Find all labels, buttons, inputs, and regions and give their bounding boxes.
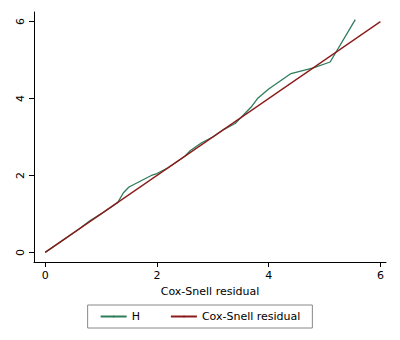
svg-text:Cox-Snell residual: Cox-Snell residual xyxy=(202,310,300,323)
svg-text:6: 6 xyxy=(14,18,27,25)
svg-text:Cox-Snell residual: Cox-Snell residual xyxy=(161,285,259,298)
svg-text:0: 0 xyxy=(42,269,49,282)
svg-text:H: H xyxy=(132,310,140,323)
svg-text:6: 6 xyxy=(377,269,384,282)
svg-text:2: 2 xyxy=(153,269,160,282)
svg-text:4: 4 xyxy=(265,269,272,282)
svg-text:2: 2 xyxy=(14,172,27,179)
svg-text:4: 4 xyxy=(14,95,27,102)
svg-text:0: 0 xyxy=(14,249,27,256)
